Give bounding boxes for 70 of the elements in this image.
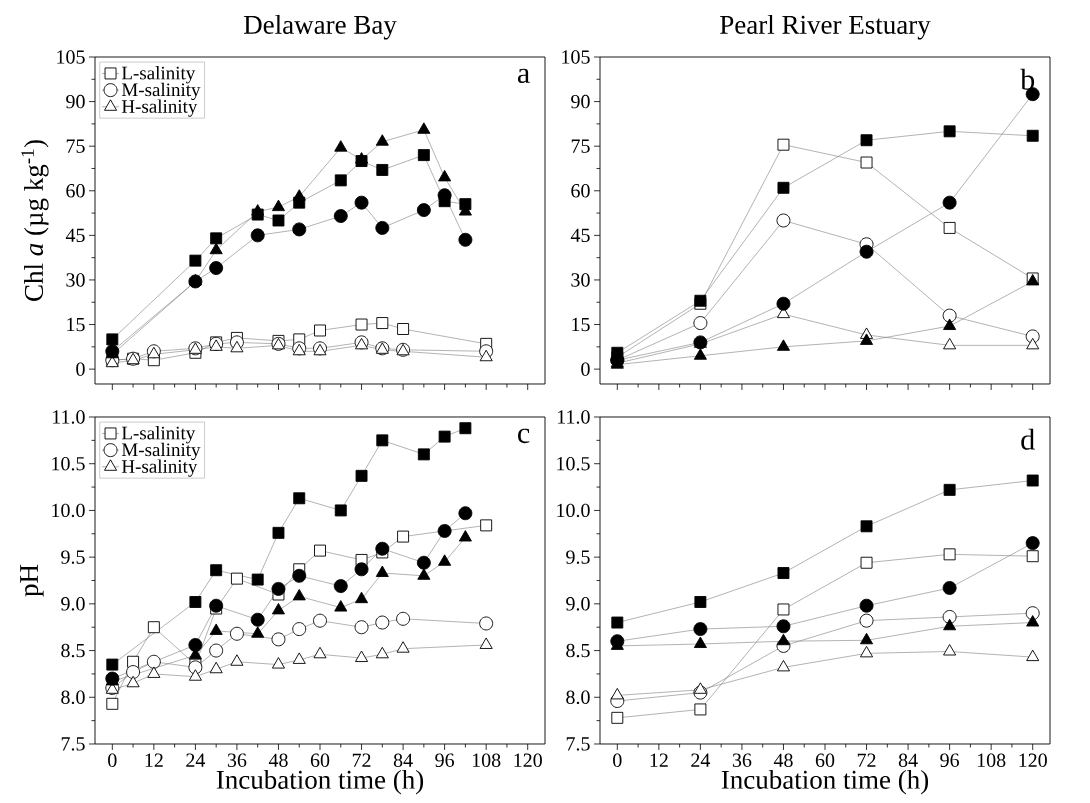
y-tick-label: 90 xyxy=(571,94,590,109)
y-tick-label: 15 xyxy=(572,317,590,332)
y-tick-label: 0 xyxy=(581,362,590,376)
y-tick-label: 9.0 xyxy=(566,597,590,611)
y-tick-label: 45 xyxy=(65,228,85,243)
y-tick-label: 90 xyxy=(66,94,85,109)
y-tick-label: 10.0 xyxy=(557,503,590,518)
y-tick-label: 8.0 xyxy=(61,690,85,705)
y-tick-label: 11.0 xyxy=(52,410,85,424)
legend-label: H-salinity xyxy=(121,459,198,477)
x-axis-title: Incubation time (h) xyxy=(216,769,424,795)
legend-label: L-salinity xyxy=(121,66,196,84)
x-tick-label: 24 xyxy=(691,753,711,767)
x-tick-label: 72 xyxy=(857,753,876,767)
y-tick-label: 0 xyxy=(76,362,85,376)
legend-label: L-salinity xyxy=(121,426,196,444)
x-tick-label: 12 xyxy=(145,753,163,767)
x-tick-label: 96 xyxy=(940,753,960,767)
x-tick-label: 120 xyxy=(514,753,542,768)
y-tick-label: 10.5 xyxy=(557,456,590,471)
y-tick-label: 8.0 xyxy=(566,690,590,705)
x-tick-label: 96 xyxy=(435,753,455,767)
x-tick-label: 72 xyxy=(352,753,371,767)
legend-label: M-salinity xyxy=(121,442,201,461)
chart-title: Pearl River Estuary xyxy=(720,14,931,40)
y-tick-label: 7.5 xyxy=(566,737,590,751)
x-axis-title: Incubation time (h) xyxy=(721,769,929,795)
x-tick-label: 60 xyxy=(310,753,330,768)
y-axis-title: pH xyxy=(20,564,44,597)
legend-label: M-salinity xyxy=(121,82,201,101)
y-tick-label: 75 xyxy=(571,139,590,153)
y-tick-label: 30 xyxy=(66,273,85,287)
x-tick-label: 84 xyxy=(898,753,918,768)
y-tick-label: 9.5 xyxy=(566,550,590,564)
y-tick-label: 105 xyxy=(57,50,85,64)
x-tick-label: 24 xyxy=(186,753,206,767)
annotation: d xyxy=(1021,428,1035,450)
x-tick-label: 48 xyxy=(773,753,793,768)
x-tick-label: 108 xyxy=(977,753,1006,768)
y-tick-label: 7.5 xyxy=(61,737,85,751)
y-tick-label: 15 xyxy=(67,317,85,332)
x-tick-label: 120 xyxy=(1019,753,1047,768)
x-tick-label: 60 xyxy=(815,753,835,768)
y-axis-title: Chl a (µg kg$^{-1}$) xyxy=(21,140,49,301)
x-tick-label: 108 xyxy=(472,753,501,768)
x-tick-label: 12 xyxy=(650,753,668,767)
x-tick-label: 36 xyxy=(227,753,247,767)
y-tick-label: 9.5 xyxy=(61,550,85,564)
annotation: c xyxy=(518,428,530,444)
annotation: a xyxy=(517,68,530,84)
y-tick-label: 105 xyxy=(562,50,590,64)
y-tick-label: 8.5 xyxy=(566,643,590,658)
chart-title: Delaware Bay xyxy=(243,14,397,40)
y-tick-label: 60 xyxy=(66,184,85,198)
legend-label: H-salinity xyxy=(121,99,198,117)
x-tick-label: 0 xyxy=(108,753,117,768)
y-tick-label: 60 xyxy=(571,184,590,198)
x-tick-label: 0 xyxy=(613,753,622,768)
y-tick-label: 75 xyxy=(66,139,85,153)
y-tick-label: 9.0 xyxy=(61,597,85,611)
y-tick-label: 10.0 xyxy=(52,503,85,518)
x-tick-label: 48 xyxy=(268,753,288,768)
y-tick-label: 8.5 xyxy=(61,643,85,658)
y-tick-label: 45 xyxy=(570,228,590,243)
y-tick-label: 30 xyxy=(571,273,590,287)
x-tick-label: 84 xyxy=(393,753,413,768)
annotation: b xyxy=(1020,68,1035,90)
y-tick-label: 11.0 xyxy=(557,410,590,424)
y-tick-label: 10.5 xyxy=(52,456,85,471)
x-tick-label: 36 xyxy=(732,753,752,767)
